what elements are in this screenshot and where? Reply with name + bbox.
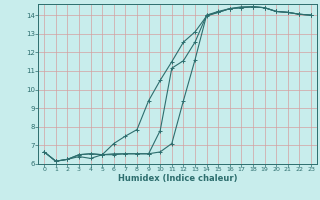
X-axis label: Humidex (Indice chaleur): Humidex (Indice chaleur)	[118, 174, 237, 183]
